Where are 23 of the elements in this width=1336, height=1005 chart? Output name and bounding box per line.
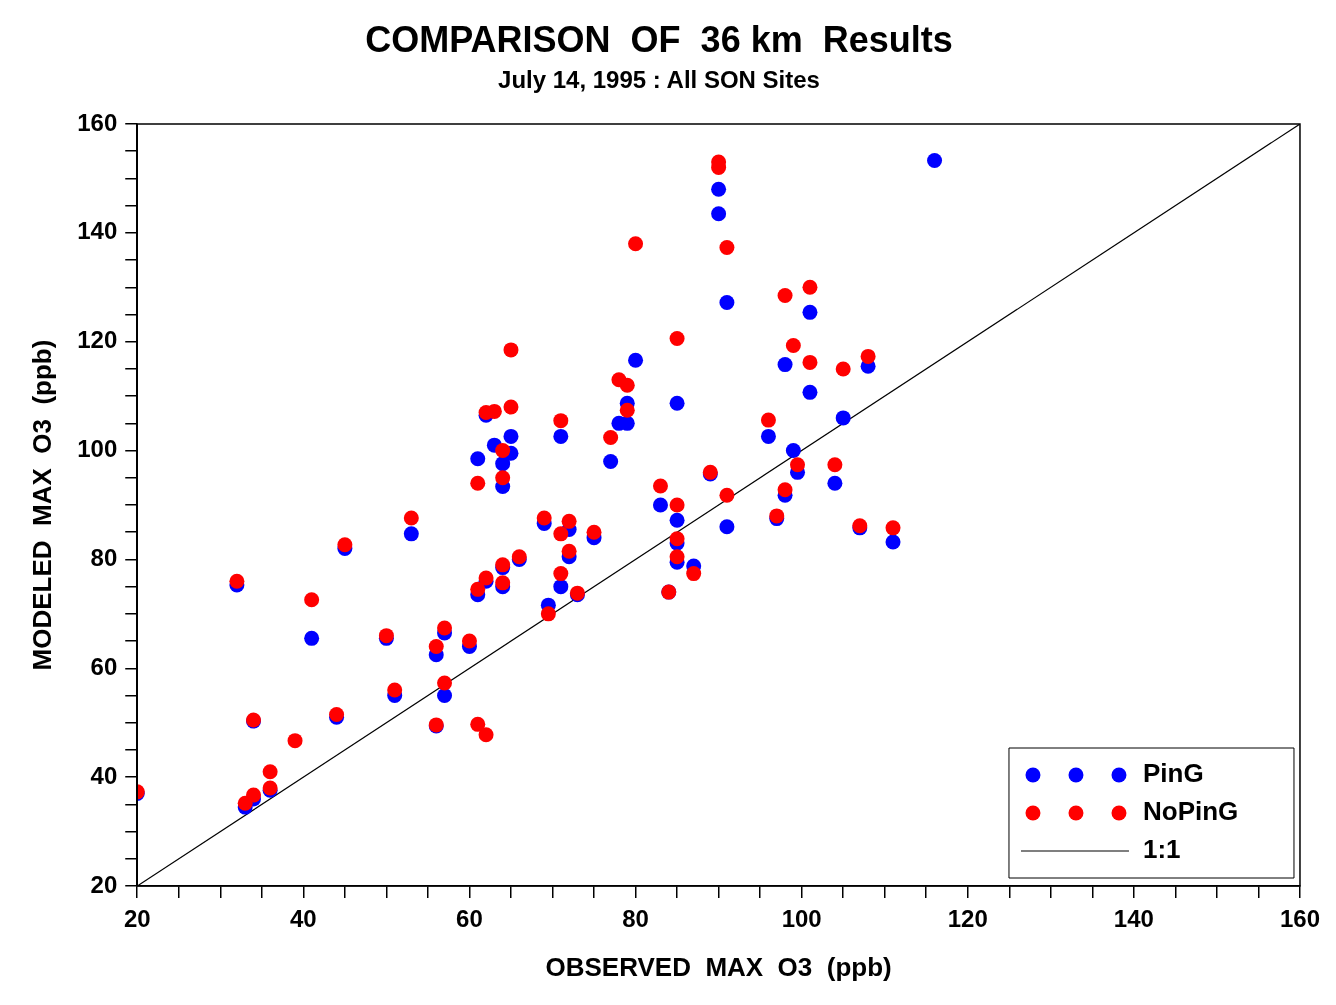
y-axis-title: MODELED MAX O3 (ppb) xyxy=(26,339,57,671)
x-tick-label: 80 xyxy=(622,905,649,933)
x-tick-label: 140 xyxy=(1113,905,1154,933)
x-tick-label: 40 xyxy=(290,905,317,933)
y-tick-label: 40 xyxy=(90,761,118,789)
chart-title: COMPARISON OF 36 km Results xyxy=(365,18,953,60)
x-tick-label: 60 xyxy=(456,905,483,933)
x-tick-label: 20 xyxy=(123,905,151,933)
y-tick-label: 140 xyxy=(77,217,118,245)
y-tick-label: 100 xyxy=(77,435,118,463)
y-tick-label: 120 xyxy=(77,326,118,354)
y-tick-label: 160 xyxy=(77,108,118,136)
legend-label: NoPinG xyxy=(1142,796,1239,827)
x-tick-label: 120 xyxy=(947,905,988,933)
x-tick-label: 100 xyxy=(781,905,822,933)
x-axis-title: OBSERVED MAX O3 (ppb) xyxy=(545,951,892,982)
y-tick-label: 60 xyxy=(90,652,118,680)
chart-subtitle: July 14, 1995 : All SON Sites xyxy=(498,66,820,94)
legend-label: 1:1 xyxy=(1142,834,1181,865)
x-tick-label: 160 xyxy=(1279,905,1320,933)
y-tick-label: 20 xyxy=(90,870,118,898)
y-tick-label: 80 xyxy=(90,544,118,572)
legend-label: PinG xyxy=(1142,758,1204,789)
